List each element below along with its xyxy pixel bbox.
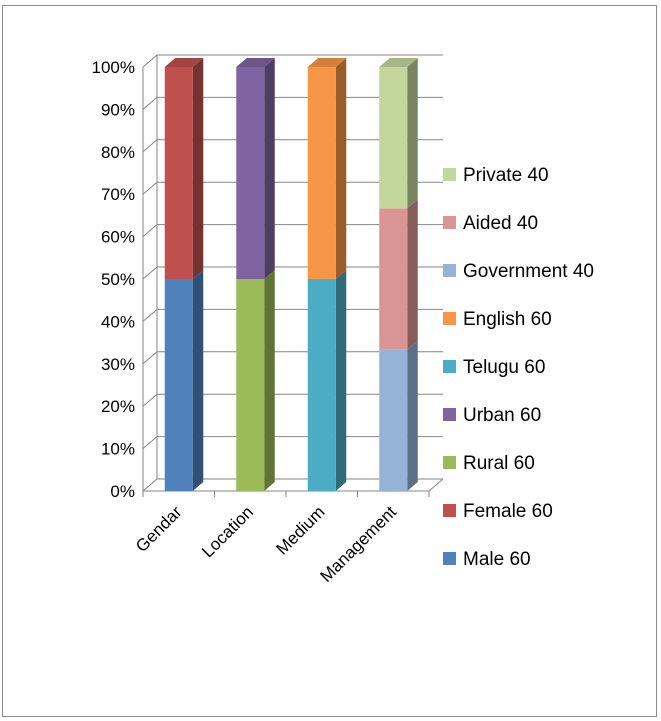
legend-item: English 60 [443, 309, 552, 330]
y-tick-label: 60% [101, 228, 135, 247]
floor-edge [428, 478, 444, 492]
bar-side [264, 270, 275, 491]
bar-layer [164, 58, 418, 491]
legend-item: Aided 40 [443, 213, 538, 234]
legend-swatch [443, 216, 456, 229]
bar-side [407, 58, 418, 209]
bar-front [236, 67, 265, 279]
bar-front [164, 67, 193, 279]
bar-side [192, 270, 204, 491]
bar-top [379, 58, 418, 67]
y-tick-label: 50% [101, 270, 135, 289]
legend-label: Urban 60 [463, 405, 541, 426]
gridline-depth [142, 181, 158, 195]
legend-label: Aided 40 [463, 213, 538, 234]
bar-front [236, 279, 265, 491]
y-tick-label: 10% [101, 440, 135, 459]
legend-label: English 60 [463, 309, 552, 330]
y-tick-label: 90% [101, 100, 135, 119]
legend-label: Private 40 [463, 165, 549, 186]
gridline-depth [142, 54, 158, 68]
bar-segment [236, 58, 275, 279]
bar-front [379, 67, 408, 209]
legend-label: Rural 60 [463, 453, 535, 474]
bar-segment [379, 199, 418, 350]
legend-item: Female 60 [443, 501, 553, 522]
gridline-depth [142, 224, 158, 237]
gridline-depth [142, 309, 158, 322]
bar-segment [236, 270, 275, 491]
bar-front [307, 279, 336, 491]
y-tick-label: 70% [101, 185, 135, 204]
bar-front [307, 67, 336, 279]
y-tick-label: 20% [101, 397, 135, 416]
bar-top [307, 58, 347, 67]
x-tick-label: Gendar [132, 502, 186, 556]
bar-segment [307, 270, 347, 491]
bar-segment [379, 340, 418, 491]
x-tick-label: Location [198, 502, 257, 561]
bar-side [407, 199, 418, 350]
gridline-depth [142, 351, 158, 365]
bar-segment [307, 58, 347, 279]
bar-top [164, 58, 204, 67]
bar-side [335, 58, 347, 279]
gridline-depth [142, 393, 158, 407]
legend-swatch [443, 360, 456, 373]
bar-segment [164, 270, 204, 491]
legend-label: Male 60 [463, 549, 531, 570]
gridline-depth [142, 139, 158, 153]
bar-side [192, 58, 204, 279]
legend-label: Government 40 [463, 261, 594, 282]
bar-segment [164, 58, 204, 279]
legend-label: Female 60 [463, 501, 553, 522]
bar-side [407, 340, 418, 491]
legend-item: Government 40 [443, 261, 594, 282]
legend-item: Urban 60 [443, 405, 541, 426]
bar-segment [379, 58, 418, 209]
legend-swatch [443, 456, 456, 469]
gridline-depth [142, 478, 158, 492]
y-tick-label: 0% [110, 482, 135, 501]
legend-swatch [443, 168, 456, 181]
stacked-percent-bar-chart: 0% 10% 20% 30% 40% 50% 60% 70% 80% 90% 100% Gendar L… [92, 54, 594, 586]
legend-item: Private 40 [443, 165, 549, 186]
x-tick-label: Medium [272, 502, 328, 558]
legend-swatch [443, 264, 456, 277]
bar-front [379, 349, 408, 491]
chart-frame: 0% 10% 20% 30% 40% 50% 60% 70% 80% 90% 100% Gendar L… [2, 5, 657, 717]
bar-side [264, 58, 275, 279]
bar-side [335, 270, 347, 491]
bar-front [379, 208, 408, 350]
y-tick-label: 100% [92, 58, 135, 77]
legend: Private 40 Aided 40 Government 40 English 6… [443, 165, 594, 570]
bar-front [164, 279, 193, 491]
x-tick-label: Management [316, 502, 400, 586]
y-tick-label: 40% [101, 312, 135, 331]
bar-top [236, 58, 275, 67]
legend-label: Telugu 60 [463, 357, 545, 378]
legend-swatch [443, 504, 456, 517]
y-tick-label: 80% [101, 143, 135, 162]
gridline-depth [142, 97, 158, 110]
legend-swatch [443, 552, 456, 565]
gridline-depth [142, 266, 158, 280]
legend-swatch [443, 408, 456, 421]
legend-item: Male 60 [443, 549, 531, 570]
gridline-depth [142, 436, 158, 449]
legend-item: Telugu 60 [443, 357, 545, 378]
y-tick-label: 30% [101, 355, 135, 374]
legend-item: Rural 60 [443, 453, 535, 474]
legend-swatch [443, 312, 456, 325]
